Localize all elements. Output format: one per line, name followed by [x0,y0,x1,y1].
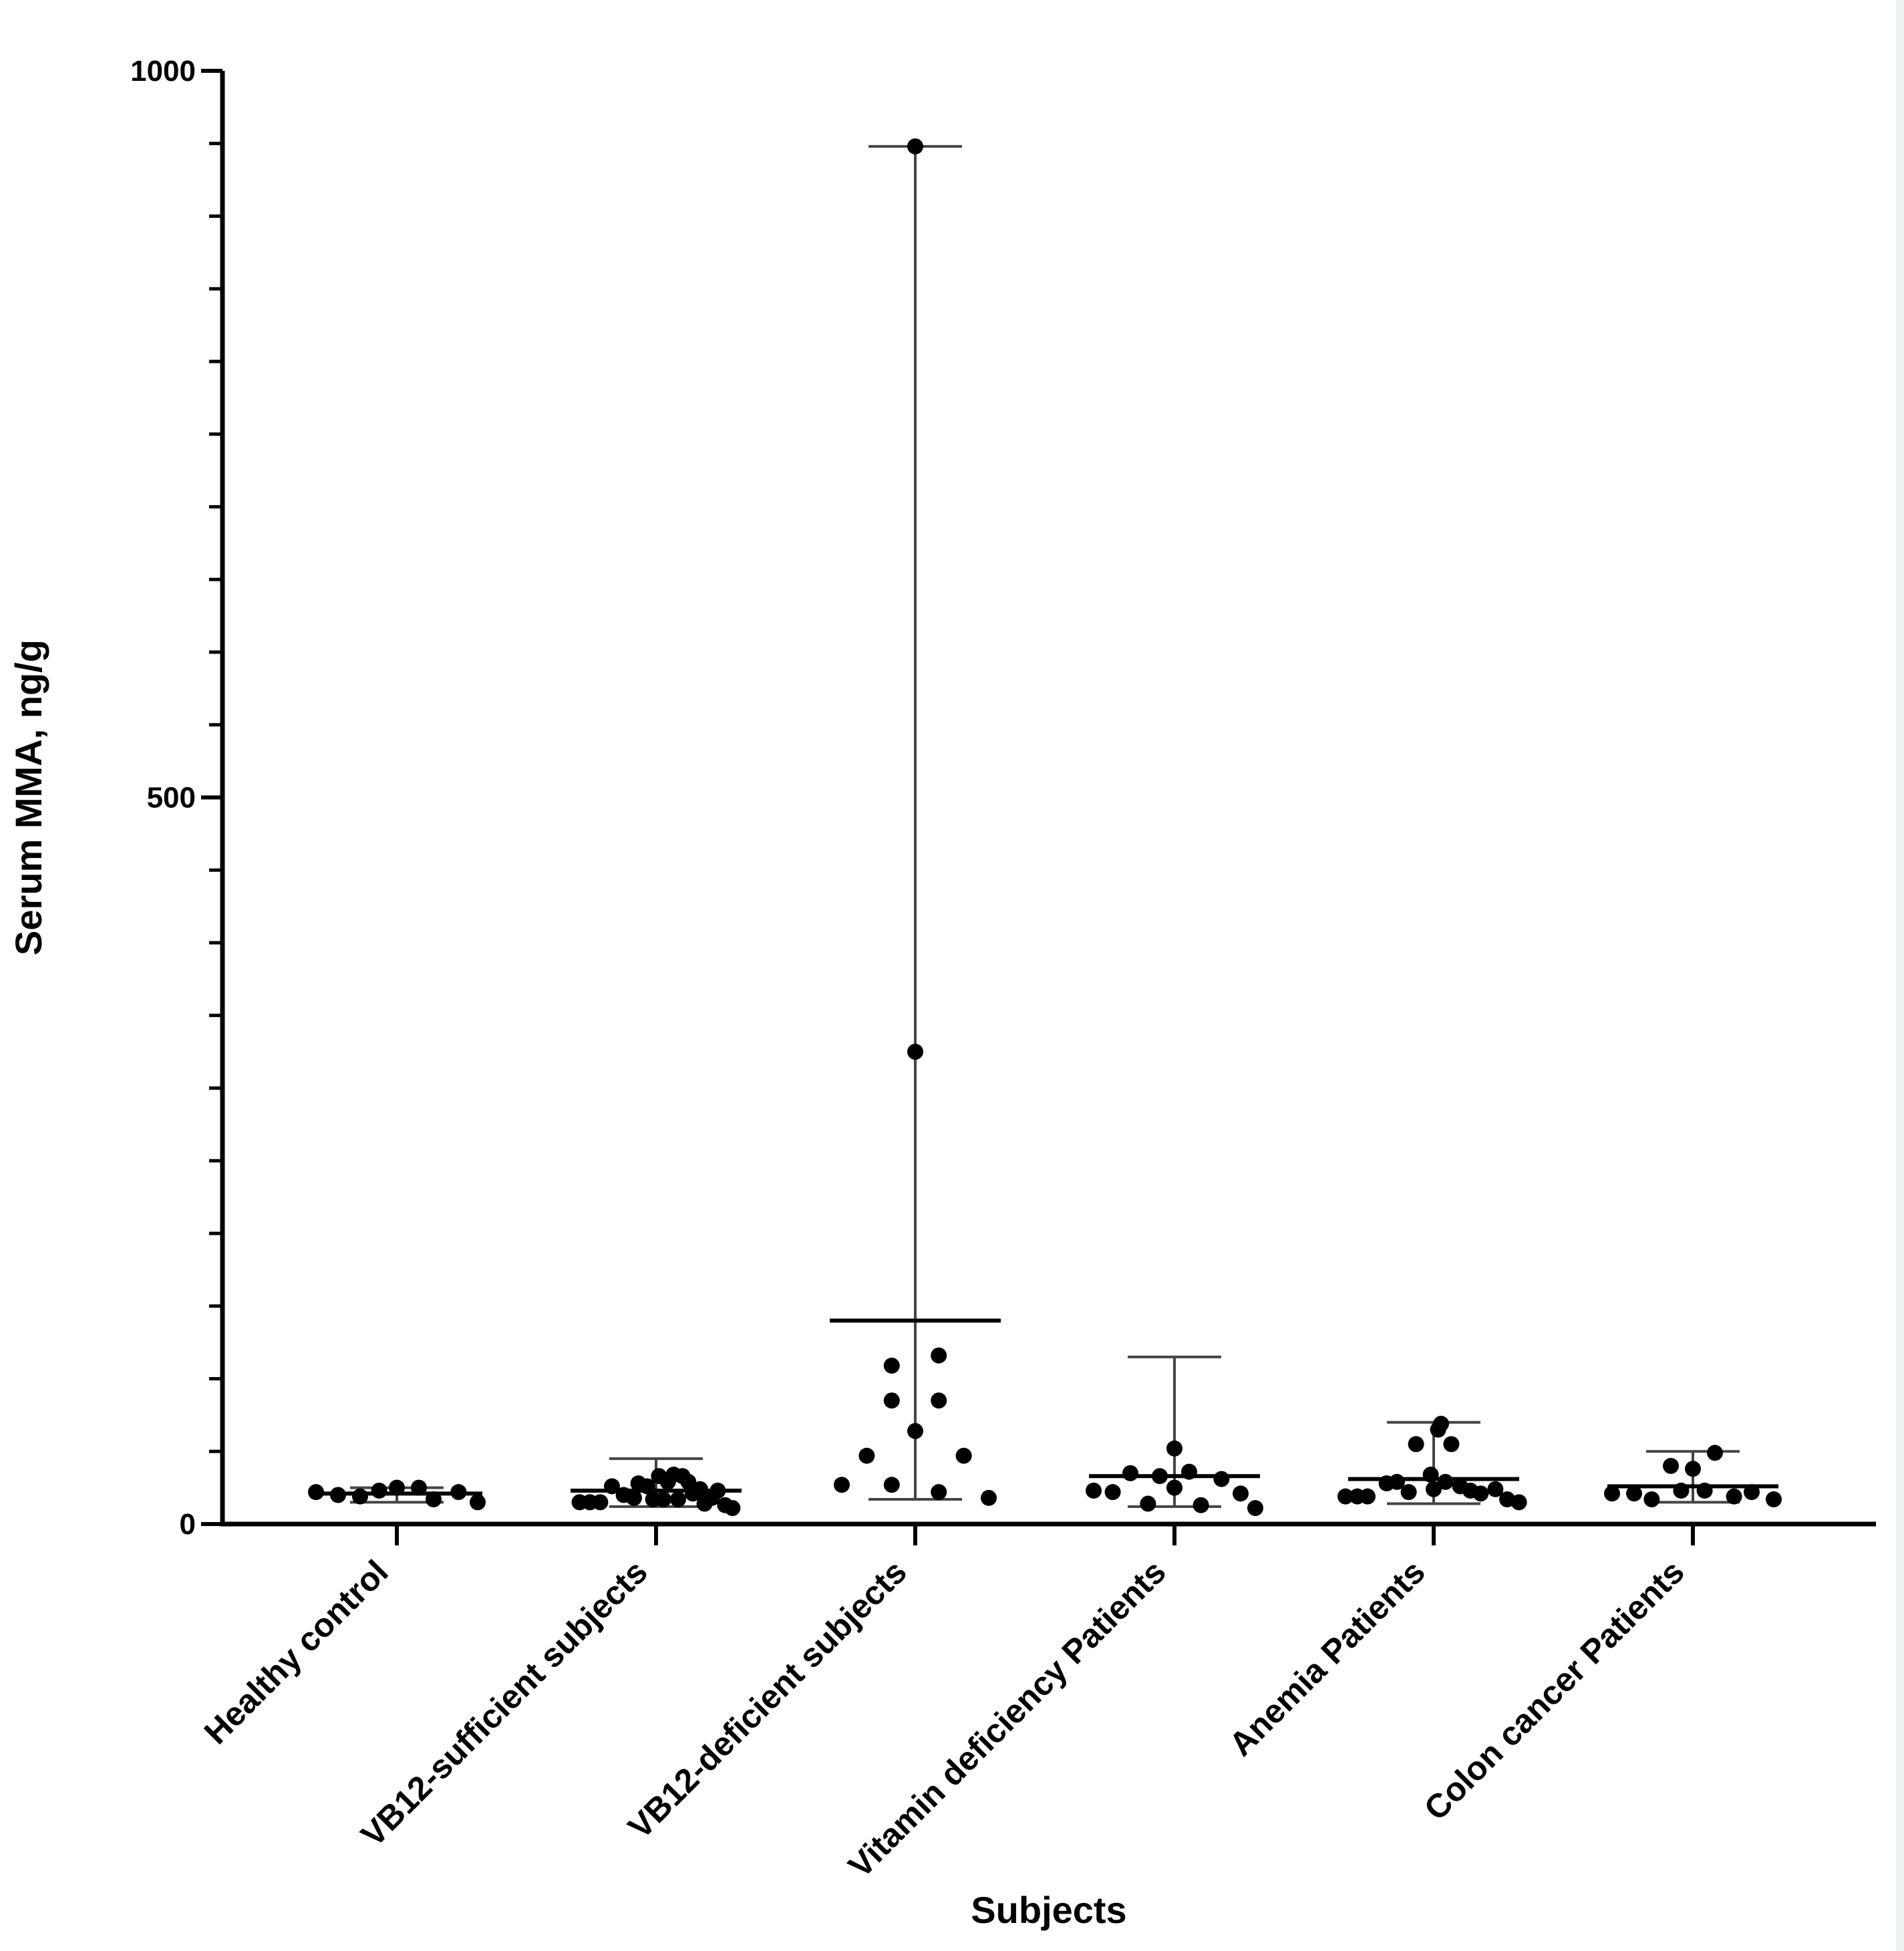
y-tick-label: 1000 [130,55,196,88]
iqr-ranges [311,145,1778,1508]
x-category-label: VB12-deficient subjects [621,1553,913,1845]
data-point [1360,1488,1376,1505]
data-point [1122,1465,1138,1481]
data-point [1337,1488,1354,1505]
data-point [371,1482,387,1499]
data-point [389,1479,405,1496]
data-point [592,1494,609,1511]
data-point [1472,1485,1489,1502]
data-point [883,1357,900,1374]
data-point [1181,1463,1197,1480]
data-point [709,1482,726,1499]
data-point [1673,1482,1690,1499]
x-category-label: Healthy control [197,1553,395,1751]
data-point [426,1491,442,1508]
axes: 0 500 1000 [130,55,1876,1545]
data-point [1152,1468,1168,1485]
data-point [981,1489,997,1506]
data-point [1744,1484,1760,1501]
data-point [907,1044,923,1060]
data-point [352,1488,368,1505]
data-point [858,1447,875,1464]
data-point [1766,1491,1782,1508]
data-point [308,1484,324,1501]
data-point [883,1477,900,1493]
data-point [670,1491,686,1508]
data-point [639,1478,655,1495]
y-tick-label: 0 [180,1508,196,1541]
data-point [1233,1485,1249,1502]
data-point [470,1494,486,1511]
right-edge-band [1896,0,1904,1951]
data-point [655,1491,671,1508]
data-point [1086,1482,1102,1499]
data-point [1437,1473,1454,1490]
data-point [1166,1479,1182,1496]
data-points [308,138,1782,1517]
x-category-label: Anemia Patients [1222,1553,1432,1763]
data-point [1696,1482,1713,1499]
data-point [1626,1485,1642,1502]
data-point [604,1478,620,1495]
data-point [931,1392,947,1409]
data-point [450,1484,467,1501]
data-point [1247,1500,1263,1517]
data-point [1487,1481,1504,1497]
data-point [1643,1491,1660,1508]
data-point [1104,1484,1121,1501]
data-point [411,1479,427,1496]
data-point [907,1422,923,1439]
data-point [955,1447,972,1464]
data-point [907,138,923,155]
data-point [931,1484,947,1501]
data-point [1604,1485,1620,1502]
data-point [883,1392,900,1409]
data-point [1213,1471,1230,1487]
data-point [1511,1494,1527,1511]
data-point [1166,1440,1182,1457]
data-point [1400,1484,1417,1501]
data-point [1408,1436,1424,1453]
y-axis-title: Serum MMA, ng/g [7,639,49,955]
data-point [1389,1473,1405,1490]
data-point [1663,1458,1679,1474]
data-point [1433,1415,1449,1432]
data-point [1685,1461,1701,1477]
data-point [1443,1436,1460,1453]
data-point [724,1500,741,1517]
data-point [330,1487,346,1503]
data-point [931,1347,947,1364]
data-point [1426,1481,1442,1497]
y-tick-label: 500 [147,782,196,814]
data-point [1422,1467,1439,1483]
x-category-label: Colon cancer Patients [1417,1553,1692,1827]
data-point [626,1489,642,1506]
data-point [1193,1497,1209,1513]
x-category-label: VB12-sufficient subjects [354,1553,655,1853]
data-point [1726,1488,1742,1505]
x-category-label: Vitamin deficiency Patients [841,1553,1173,1885]
data-point [692,1481,708,1497]
data-point [1707,1445,1723,1461]
data-point [1140,1495,1156,1512]
x-axis-title: Subjects [971,1889,1126,1931]
data-point [834,1477,850,1493]
